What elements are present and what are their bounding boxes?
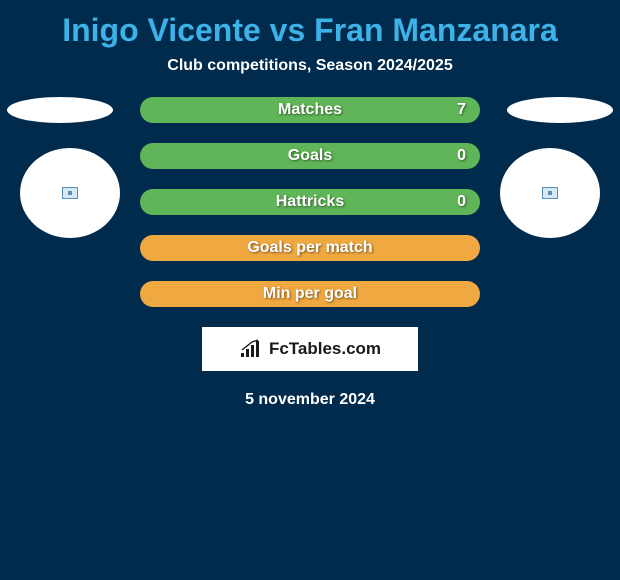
player-left-ellipse (7, 97, 113, 123)
page-subtitle: Club competitions, Season 2024/2025 (0, 57, 620, 97)
stat-label: Goals per match (247, 239, 372, 257)
page-title: Inigo Vicente vs Fran Manzanara (0, 0, 620, 57)
stat-row-goals-per-match: Goals per match (140, 235, 480, 261)
stat-row-min-per-goal: Min per goal (140, 281, 480, 307)
stat-row-matches: Matches 7 (140, 97, 480, 123)
content-area: Matches 7 Goals 0 Hattricks 0 Goals per … (0, 97, 620, 409)
date-label: 5 november 2024 (0, 391, 620, 409)
stat-right-value: 0 (457, 193, 466, 211)
stats-list: Matches 7 Goals 0 Hattricks 0 Goals per … (140, 97, 480, 307)
player-right-badge (500, 148, 600, 238)
stat-label: Hattricks (276, 193, 344, 211)
player-left-badge (20, 148, 120, 238)
stat-row-goals: Goals 0 (140, 143, 480, 169)
brand-box: FcTables.com (202, 327, 418, 371)
stat-right-value: 7 (457, 101, 466, 119)
placeholder-icon (62, 187, 78, 199)
stat-label: Goals (288, 147, 332, 165)
stat-row-hattricks: Hattricks 0 (140, 189, 480, 215)
player-right-ellipse (507, 97, 613, 123)
brand-label: FcTables.com (269, 339, 381, 359)
placeholder-icon (542, 187, 558, 199)
brand-chart-icon (239, 339, 263, 359)
stat-right-value: 0 (457, 147, 466, 165)
stat-label: Min per goal (263, 285, 357, 303)
stat-label: Matches (278, 101, 342, 119)
